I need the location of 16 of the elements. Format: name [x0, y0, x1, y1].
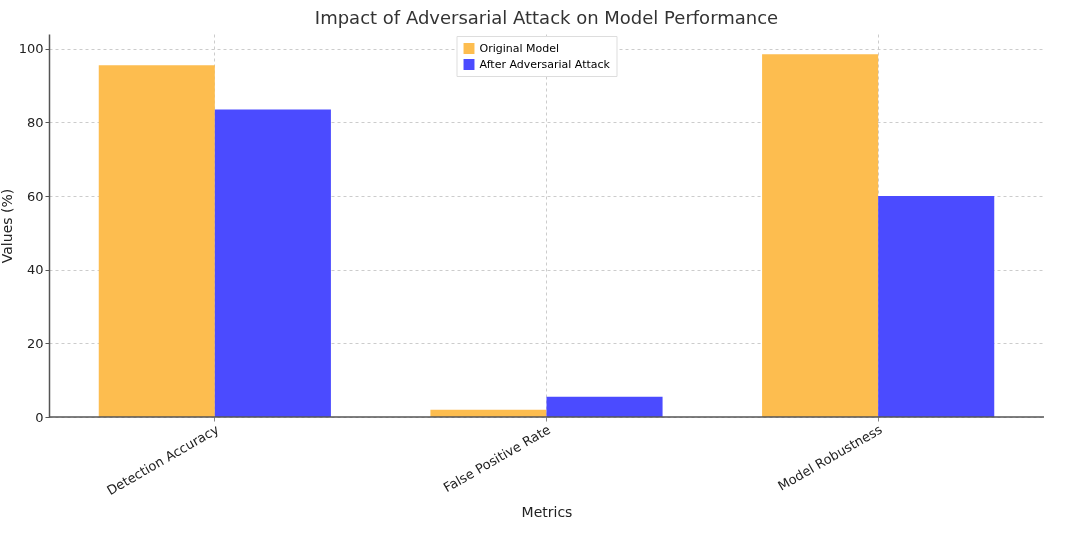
- bar: [762, 54, 879, 417]
- y-tick-label: 60: [26, 188, 44, 204]
- legend-label: Original Model: [479, 41, 560, 55]
- bar: [546, 396, 663, 417]
- y-tick-label: 0: [35, 409, 44, 425]
- y-tick-label: 80: [26, 114, 44, 130]
- bar: [878, 196, 995, 417]
- legend-label: After Adversarial Attack: [479, 57, 611, 71]
- y-tick-label: 20: [26, 335, 44, 351]
- bar: [214, 109, 331, 417]
- y-tick-label: 100: [18, 41, 44, 57]
- bar: [98, 65, 215, 417]
- x-axis-title: Metrics: [521, 504, 573, 521]
- y-axis-title: Values (%): [0, 188, 15, 264]
- chart-title: Impact of Adversarial Attack on Model Performance: [314, 7, 779, 28]
- y-tick-label: 40: [26, 262, 44, 278]
